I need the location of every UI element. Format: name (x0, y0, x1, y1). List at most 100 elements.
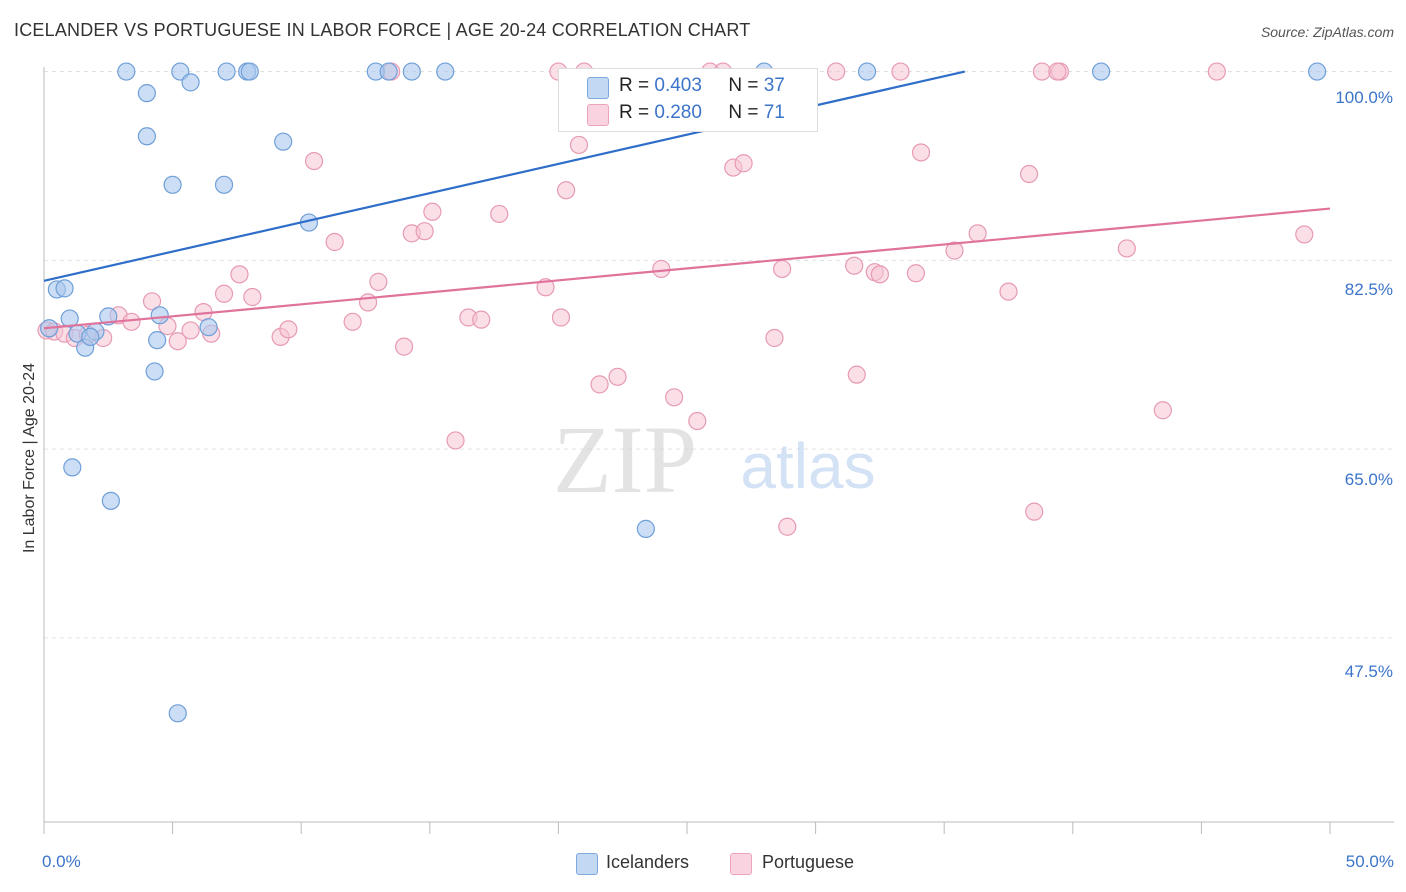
portuguese-point (906, 264, 926, 283)
legend-r-value: 0.403 (654, 75, 702, 96)
portuguese-point (230, 265, 249, 284)
icelander-point (137, 127, 156, 146)
portuguese-point (1207, 62, 1226, 81)
legend-swatch-portuguese (587, 104, 609, 126)
portuguese-point (827, 62, 846, 81)
legend-r-value: 0.280 (654, 102, 702, 123)
portuguese-point (870, 265, 890, 284)
icelander-point (81, 327, 100, 346)
source-label: Source: ZipAtlas.com (1260, 24, 1394, 40)
legend-n-label: N = (728, 75, 759, 96)
icelander-point (1091, 62, 1111, 81)
bottom-legend-icelanders: Icelanders (606, 852, 690, 872)
legend-n-value: 37 (763, 75, 785, 96)
icelander-point (55, 279, 74, 298)
portuguese-point (778, 517, 797, 536)
portuguese-point (1117, 239, 1136, 258)
portuguese-point (845, 256, 864, 275)
portuguese-point (168, 332, 187, 351)
icelander-point (63, 458, 82, 477)
portuguese-point (557, 181, 576, 200)
legend-r-label: R = (619, 102, 650, 123)
portuguese-point (1048, 62, 1067, 81)
legend-row-icelanders: R = 0.403 N = 37 (619, 75, 785, 99)
legend-row-portuguese: R = 0.280 N = 71 (619, 102, 785, 126)
portuguese-point (665, 388, 684, 407)
bottom-legend-swatch-portuguese (730, 853, 752, 875)
icelander-point (145, 362, 164, 381)
portuguese-point (734, 154, 753, 173)
portuguese-point (446, 431, 465, 450)
icelander-point (168, 704, 187, 723)
legend-swatch-icelanders (587, 77, 609, 99)
legend-n-label: N = (728, 102, 759, 123)
stats-legend: R = 0.403 N = 37 R = 0.280 N = 71 (558, 68, 818, 132)
icelander-point (1308, 62, 1327, 81)
icelander-point (101, 491, 120, 510)
portuguese-point (394, 337, 414, 356)
portuguese-point (652, 259, 671, 279)
portuguese-point (369, 272, 388, 291)
icelander-point (636, 519, 655, 538)
icelander-point (436, 62, 455, 81)
portuguese-point (325, 232, 344, 252)
portuguese-point (1025, 502, 1044, 521)
portuguese-point (358, 293, 378, 312)
icelander-point (274, 132, 293, 151)
axes (43, 67, 1394, 834)
chart-title: ICELANDER VS PORTUGUESE IN LABOR FORCE |… (14, 20, 751, 40)
icelander-point (148, 331, 167, 350)
portuguese-point (688, 411, 707, 431)
portuguese-point (945, 241, 964, 260)
portuguese-point (590, 375, 609, 394)
portuguese-point (343, 312, 362, 331)
portuguese-point (999, 282, 1018, 301)
icelander-point (379, 62, 398, 81)
legend-n-value: 71 (763, 102, 785, 123)
icelander-point (402, 62, 421, 81)
portuguese-point (423, 202, 442, 221)
portuguese-point (243, 287, 262, 307)
icelander-point (60, 309, 79, 328)
portuguese-trend-line (43, 207, 1331, 330)
portuguese-point (551, 308, 571, 327)
portuguese-point (773, 259, 792, 279)
x-tick-label-min: 0.0% (42, 852, 81, 871)
portuguese-point (968, 224, 987, 243)
portuguese-point (181, 321, 200, 340)
icelanders-trend-line (43, 70, 966, 282)
bottom-legend-swatch-icelanders (576, 853, 598, 875)
icelander-points (40, 62, 1327, 723)
watermark: ZIP atlas (553, 406, 876, 513)
portuguese-point (891, 62, 910, 81)
portuguese-point (1295, 225, 1314, 244)
portuguese-point (142, 292, 162, 311)
portuguese-point (911, 143, 931, 162)
y-tick-label: 82.5% (1345, 280, 1393, 299)
portuguese-point (490, 204, 509, 224)
portuguese-point (1032, 62, 1052, 81)
y-tick-label: 100.0% (1335, 88, 1393, 107)
icelander-point (214, 175, 234, 194)
y-tick-label: 65.0% (1345, 470, 1393, 489)
portuguese-point (765, 328, 784, 348)
portuguese-point (1153, 401, 1172, 420)
icelander-point (163, 175, 182, 194)
y-tick-label: 47.5% (1345, 662, 1393, 681)
portuguese-point (472, 310, 491, 329)
icelander-point (199, 318, 218, 337)
icelander-point (99, 307, 118, 326)
icelander-point (217, 62, 236, 81)
portuguese-point (415, 222, 434, 241)
portuguese-point (847, 365, 866, 384)
watermark-atlas: atlas (740, 430, 875, 502)
icelander-point (137, 84, 156, 103)
x-tick-label-max: 50.0% (1345, 852, 1394, 871)
icelander-point (857, 62, 877, 81)
watermark-zip: ZIP (553, 406, 697, 513)
icelander-point (117, 62, 136, 81)
icelander-point (240, 62, 259, 81)
portuguese-point (608, 367, 627, 386)
portuguese-point (214, 284, 234, 303)
